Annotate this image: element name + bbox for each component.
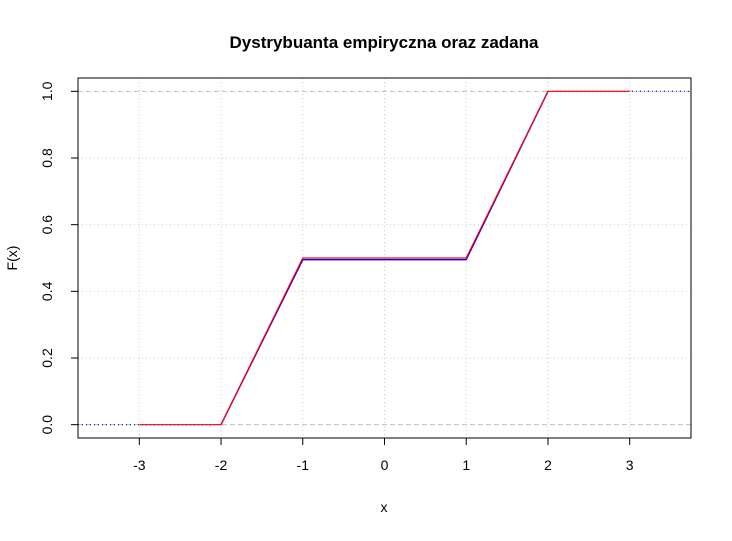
x-tick-label-3: 0 — [381, 457, 389, 473]
y-tick-label-2: 0.4 — [39, 281, 55, 301]
y-axis-label: F(x) — [4, 246, 20, 271]
y-tick-label-4: 0.8 — [39, 148, 55, 168]
x-tick-label-0: -3 — [133, 457, 146, 473]
x-tick-label-5: 2 — [544, 457, 552, 473]
x-tick-label-2: -1 — [297, 457, 310, 473]
y-tick-label-3: 0.6 — [39, 215, 55, 235]
y-tick-label-5: 1.0 — [39, 81, 55, 101]
x-tick-label-4: 1 — [462, 457, 470, 473]
series-1-line — [139, 90, 630, 426]
series-lines — [78, 90, 691, 426]
y-tick-label-0: 0.0 — [39, 415, 55, 435]
x-tick-label-6: 3 — [626, 457, 634, 473]
x-axis-label: x — [381, 499, 388, 515]
y-tick-label-1: 0.2 — [39, 348, 55, 368]
x-tick-label-1: -2 — [215, 457, 228, 473]
axes: -3 -2 -1 0 1 2 3 0.0 0.2 0.4 0.6 0.8 1.0 — [39, 81, 634, 473]
plot-frame — [77, 77, 692, 439]
chart-title: Dystrybuanta empiryczna oraz zadana — [230, 33, 539, 52]
reference-lines — [78, 90, 691, 426]
